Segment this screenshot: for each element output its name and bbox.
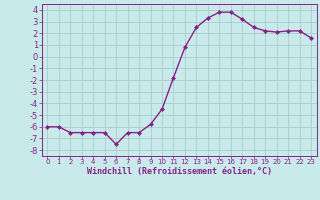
X-axis label: Windchill (Refroidissement éolien,°C): Windchill (Refroidissement éolien,°C) [87, 167, 272, 176]
